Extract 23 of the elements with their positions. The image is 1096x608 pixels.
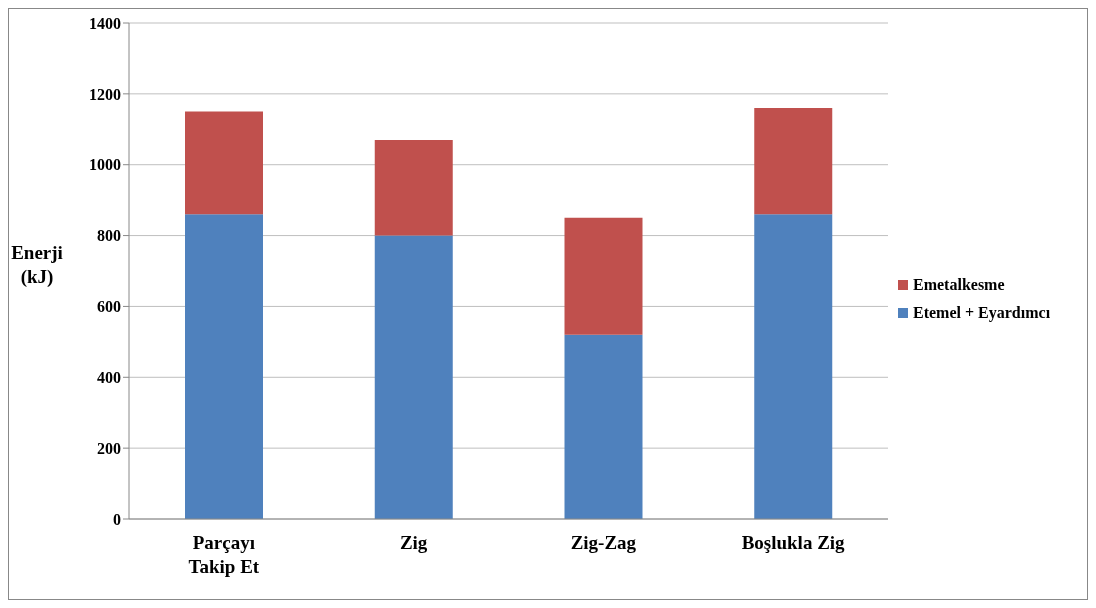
bar	[374, 139, 453, 236]
y-tick-label: 600	[97, 298, 121, 316]
bar	[754, 108, 833, 215]
bar	[754, 214, 833, 519]
y-tick-label: 1200	[89, 85, 121, 103]
y-tick-label: 200	[97, 439, 121, 457]
bar	[564, 334, 643, 519]
y-axis-title: Enerji (kJ)	[11, 242, 63, 288]
x-tick-label: Zig-Zag	[570, 532, 637, 553]
legend-label: Etemel + Eyardımcı	[913, 304, 1051, 322]
bar	[374, 235, 453, 519]
y-tick-label: 0	[113, 510, 121, 528]
x-tick-label: Boşlukla Zig	[741, 532, 846, 553]
y-tick-label: 1400	[89, 14, 121, 32]
bar	[185, 214, 263, 519]
y-tick-label: 800	[97, 227, 121, 245]
bar	[564, 217, 643, 335]
x-tick-label: Zig	[399, 532, 428, 553]
y-tick-label: 1000	[89, 156, 121, 174]
x-tick-label: Parçayı Takip Et	[188, 532, 260, 577]
legend-label: Emetalkesme	[913, 276, 1005, 294]
bar	[185, 111, 263, 215]
y-tick-label: 400	[97, 368, 121, 386]
